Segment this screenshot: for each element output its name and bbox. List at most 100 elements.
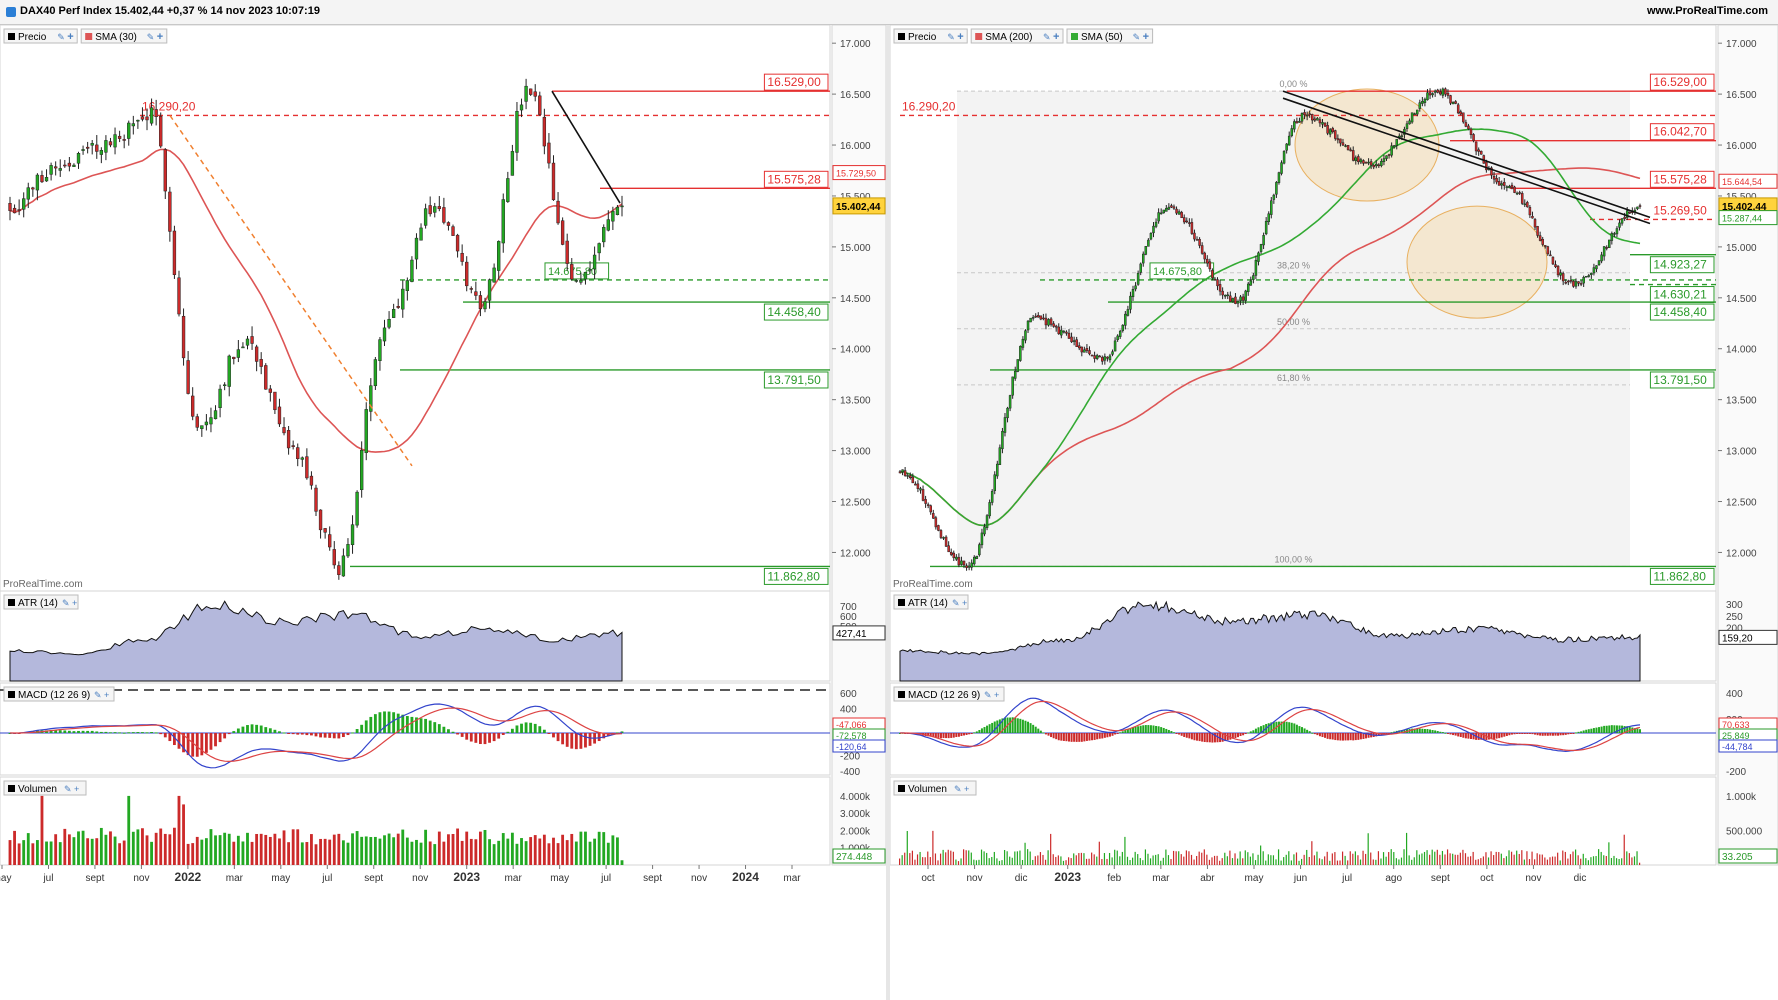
trend-line[interactable]	[551, 90, 621, 204]
macd-histogram-bar	[1290, 722, 1293, 733]
candle-body	[506, 178, 510, 202]
wrench-icon[interactable]: ✎ +	[94, 690, 109, 700]
volume-bar	[1357, 855, 1359, 865]
chart-divider[interactable]	[886, 25, 890, 1000]
site-link[interactable]: www.ProRealTime.com	[1646, 5, 1768, 17]
candle-body	[1244, 290, 1247, 301]
wrench-icon[interactable]: ✎ +	[952, 598, 967, 608]
candle-body	[364, 409, 368, 453]
trend-line[interactable]	[1282, 90, 1651, 219]
charts-canvas[interactable]: 17.00016.50016.00015.50015.00014.50014.0…	[0, 25, 1778, 1000]
volume-bar	[204, 838, 208, 865]
plus-icon[interactable]: +	[1143, 31, 1149, 43]
volume-bar	[1510, 851, 1513, 865]
x-tick-label: nov	[967, 873, 983, 884]
indicator-legend[interactable]	[3, 686, 115, 702]
candle-body	[437, 206, 441, 210]
trend-line[interactable]	[1282, 97, 1651, 225]
indicator-legend[interactable]	[893, 594, 969, 610]
candle-body	[1408, 120, 1411, 125]
wrench-icon[interactable]: ✎	[147, 32, 155, 42]
candle-body	[929, 505, 932, 513]
plus-icon[interactable]: +	[1053, 31, 1059, 43]
volume-bar	[932, 830, 934, 865]
macd-histogram-bar	[255, 724, 259, 733]
indicator-legend[interactable]	[3, 594, 79, 610]
candle-body	[1193, 232, 1196, 240]
macd-histogram-bar	[1085, 733, 1088, 741]
indicator-legend[interactable]	[3, 780, 87, 796]
wrench-icon[interactable]: ✎ +	[954, 784, 969, 794]
volume-bar	[81, 830, 85, 865]
volume-bar	[433, 844, 437, 865]
macd-histogram-bar	[282, 732, 286, 734]
x-tick-label: jul	[42, 873, 53, 884]
wrench-icon[interactable]: ✎	[1043, 32, 1051, 42]
trend-line-dashed[interactable]	[169, 115, 413, 467]
candle-body	[1413, 113, 1416, 115]
volume-bar	[1193, 859, 1195, 865]
chart-left[interactable]: 17.00016.50016.00015.50015.00014.50014.0…	[0, 25, 887, 884]
candle-body	[1182, 217, 1186, 223]
candle-body	[1508, 186, 1511, 189]
macd-histogram-bar	[296, 733, 300, 735]
macd-histogram-bar	[291, 733, 295, 735]
indicator-legend[interactable]	[893, 780, 977, 796]
macd-histogram-bar	[1449, 733, 1452, 735]
volume-bar	[957, 861, 960, 865]
volume-bar	[1062, 860, 1065, 865]
volume-bar	[1226, 856, 1228, 865]
wrench-icon[interactable]: ✎	[1133, 32, 1141, 42]
sma-value-label: 15.287,44	[1722, 214, 1762, 224]
macd-histogram-bar	[1600, 726, 1603, 733]
candle-body	[1600, 254, 1603, 262]
volume-bar	[159, 828, 163, 865]
candle-body	[1249, 280, 1253, 286]
candle-body	[241, 346, 245, 349]
indicator-legend[interactable]	[893, 686, 1005, 702]
candle-body	[1354, 157, 1358, 162]
macd-histogram-bar	[195, 733, 199, 757]
indicator-legend[interactable]	[80, 28, 168, 44]
wrench-icon[interactable]: ✎	[947, 32, 955, 42]
candle-body	[227, 355, 231, 387]
candle-body	[1180, 212, 1183, 219]
indicator-legend[interactable]	[3, 28, 78, 44]
indicator-legend[interactable]	[893, 28, 968, 44]
plus-icon[interactable]: +	[67, 31, 73, 43]
candle-body	[1019, 346, 1022, 361]
candle-body	[1177, 211, 1181, 215]
indicator-legend[interactable]	[970, 28, 1064, 44]
wrench-icon[interactable]: ✎ +	[984, 690, 999, 700]
macd-histogram-bar	[1213, 733, 1216, 743]
wrench-icon[interactable]: ✎ +	[64, 784, 79, 794]
plus-icon[interactable]: +	[957, 31, 963, 43]
volume-bar	[99, 827, 103, 865]
candle-body	[1139, 263, 1142, 273]
candle-body	[1054, 325, 1058, 328]
candle-body	[254, 346, 259, 362]
volume-bar	[405, 837, 409, 865]
atr-label: ATR (14)	[908, 598, 948, 609]
indicator-swatch	[898, 785, 905, 792]
wrench-icon[interactable]: ✎	[57, 32, 65, 42]
plus-icon[interactable]: +	[157, 31, 163, 43]
volume-bar	[552, 837, 555, 865]
candle-body	[113, 134, 117, 148]
chart-right[interactable]: 0,00 % 38,20 % 50,00 % 61,80 % 100,00 % 17.00…	[889, 25, 1778, 884]
macd-histogram-bar	[520, 723, 523, 733]
candle-body	[1162, 209, 1165, 214]
indicator-legend[interactable]	[1066, 28, 1154, 44]
macd-histogram-bar	[1050, 733, 1053, 738]
candle-body	[1459, 111, 1463, 115]
macd-histogram-bar	[1211, 733, 1214, 743]
macd-histogram-bar	[561, 733, 565, 745]
candle-body	[1369, 161, 1373, 166]
candle-body	[967, 565, 971, 568]
wrench-icon[interactable]: ✎ +	[62, 598, 77, 608]
candle-body	[1116, 335, 1119, 340]
macd-histogram-bar	[305, 733, 309, 736]
x-tick-label: ago	[1385, 873, 1402, 884]
x-tick-label: mar	[783, 873, 801, 884]
volume-bar	[360, 836, 364, 865]
